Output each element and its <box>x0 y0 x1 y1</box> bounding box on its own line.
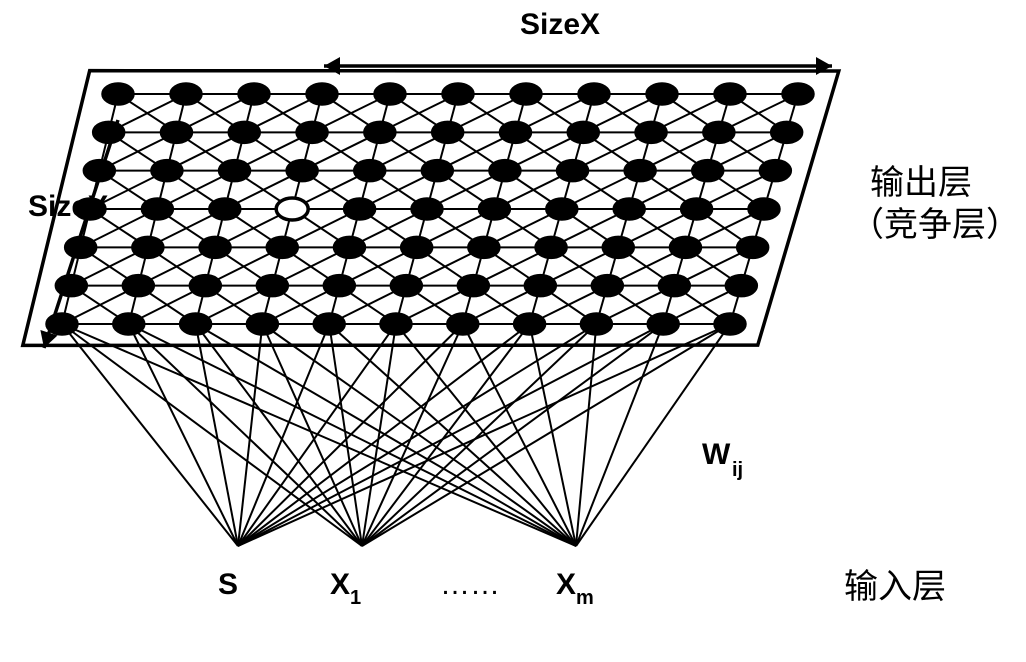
map-node <box>374 83 406 105</box>
map-node <box>580 313 612 335</box>
label-input-s: S <box>218 568 238 601</box>
som-diagram: SizeXSizeY输出层（竞争层）输入层WijSX1……Xm <box>0 0 1026 662</box>
map-node <box>180 313 212 335</box>
map-node <box>535 236 567 258</box>
map-node <box>151 160 183 182</box>
map-node <box>122 275 154 297</box>
map-node <box>567 121 599 143</box>
map-node <box>613 198 645 220</box>
map-node <box>411 198 443 220</box>
map-node <box>296 121 328 143</box>
label-input-xm: X <box>556 568 576 601</box>
map-node <box>692 160 724 182</box>
map-node <box>401 236 433 258</box>
map-node <box>238 83 270 105</box>
map-node <box>748 198 780 220</box>
input-connections <box>62 324 730 546</box>
label-input-x1: X <box>330 568 350 601</box>
map-node <box>354 160 386 182</box>
map-node <box>771 121 803 143</box>
label-sizex: SizeX <box>520 8 600 41</box>
map-node <box>578 83 610 105</box>
map-node <box>681 198 713 220</box>
map-node <box>313 313 345 335</box>
map-node <box>380 313 412 335</box>
label-input-xm-sub: m <box>576 587 594 609</box>
map-node <box>510 83 542 105</box>
map-node <box>333 236 365 258</box>
map-node <box>170 83 202 105</box>
map-node <box>160 121 192 143</box>
label-input-layer: 输入层 <box>844 568 946 606</box>
map-node <box>624 160 656 182</box>
map-node <box>468 236 500 258</box>
map-node <box>219 160 251 182</box>
label-weight-sub: ij <box>732 459 743 481</box>
map-node <box>714 83 746 105</box>
map-node <box>364 121 396 143</box>
map-node <box>546 198 578 220</box>
map-node <box>737 236 769 258</box>
map-node <box>478 198 510 220</box>
map-node <box>209 198 241 220</box>
map-node <box>132 236 164 258</box>
map-node <box>266 236 298 258</box>
map-node <box>323 275 355 297</box>
map-node <box>344 198 376 220</box>
map-node <box>499 121 531 143</box>
label-input-dots: …… <box>440 568 500 601</box>
map-node <box>113 313 145 335</box>
map-node <box>286 160 318 182</box>
map-node <box>102 83 134 105</box>
label-weight: Wij <box>702 438 743 481</box>
label-weight-main: W <box>702 438 731 471</box>
map-node <box>782 83 814 105</box>
map-node <box>602 236 634 258</box>
map-node <box>447 313 479 335</box>
map-node <box>199 236 231 258</box>
label-output-layer-1: 输出层 <box>870 164 972 202</box>
map-node <box>442 83 474 105</box>
map-node <box>306 83 338 105</box>
map-node <box>759 160 791 182</box>
map-node <box>669 236 701 258</box>
map-node <box>432 121 464 143</box>
map-node <box>141 198 173 220</box>
label-input-x1-sub: 1 <box>350 587 361 609</box>
map-node <box>390 275 422 297</box>
map-node <box>591 275 623 297</box>
map-node <box>714 313 746 335</box>
map-node-bmu <box>276 198 308 220</box>
label-sizey: SizeY <box>28 190 108 223</box>
map-node <box>189 275 221 297</box>
map-node <box>635 121 667 143</box>
map-node <box>489 160 521 182</box>
map-node <box>228 121 260 143</box>
label-output-layer-2: （竞争层） <box>850 206 1020 244</box>
map-node <box>557 160 589 182</box>
map-node <box>246 313 278 335</box>
map-node <box>524 275 556 297</box>
map-node <box>457 275 489 297</box>
map-node <box>725 275 757 297</box>
map-node <box>658 275 690 297</box>
map-node <box>647 313 679 335</box>
map-node <box>421 160 453 182</box>
map-node <box>256 275 288 297</box>
map-node <box>703 121 735 143</box>
map-node <box>514 313 546 335</box>
map-node <box>646 83 678 105</box>
